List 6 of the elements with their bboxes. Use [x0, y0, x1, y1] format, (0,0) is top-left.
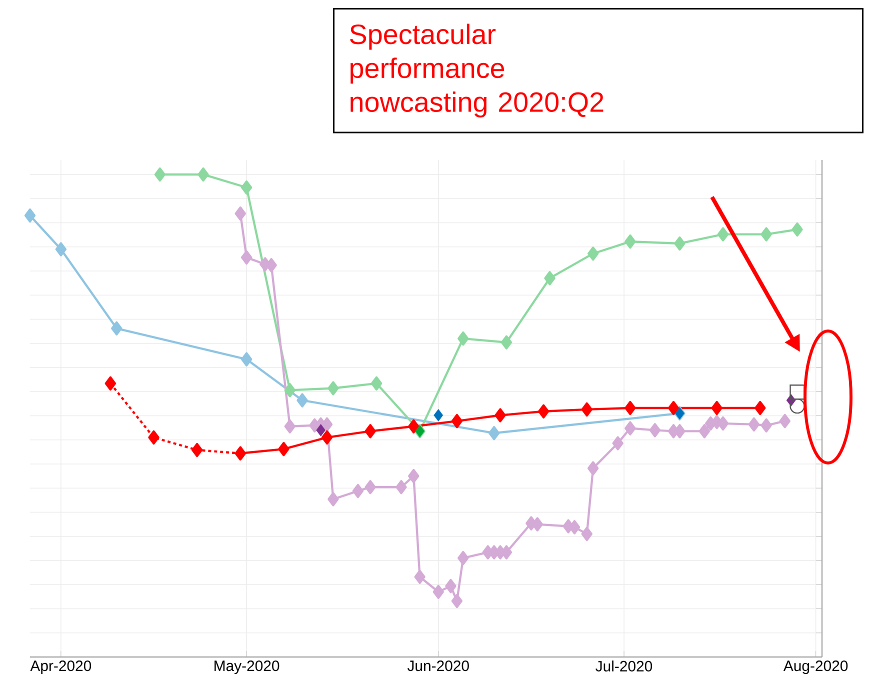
x-tick-label: Aug-2020: [783, 660, 848, 674]
x-tick-label: Jul-2020: [596, 660, 652, 672]
x-tick-label: Jun-2020: [407, 660, 469, 672]
text: Spectacular performance nowcasting 2020:Q2: [350, 24, 604, 118]
x-tick-label: May-2020: [214, 660, 280, 674]
x-tick-label: Apr-2020: [30, 660, 92, 674]
